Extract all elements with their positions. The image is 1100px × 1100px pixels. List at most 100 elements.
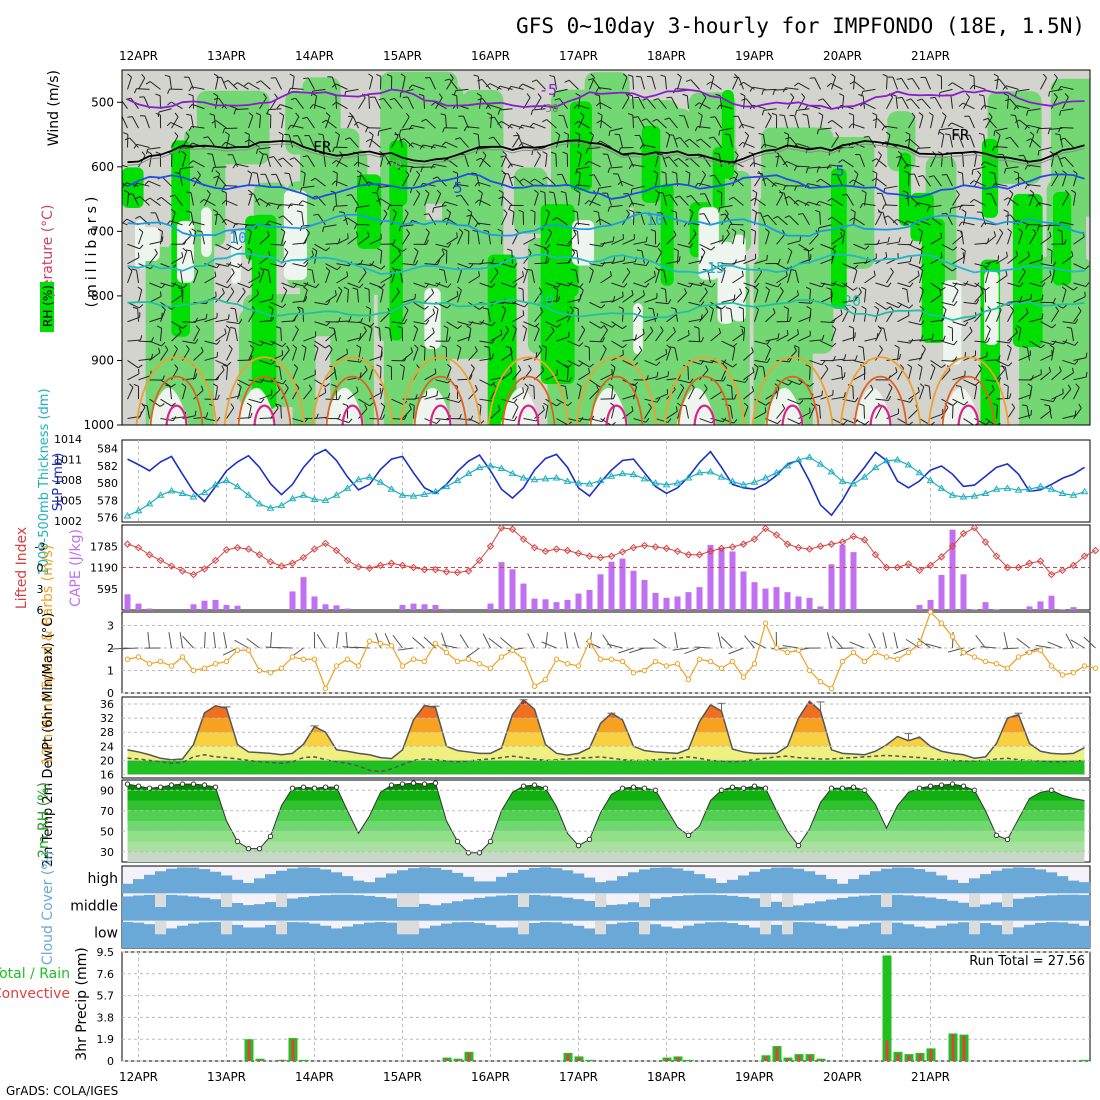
wind10-point <box>828 685 835 692</box>
wind-barb-staff <box>290 203 304 207</box>
lifted-index-point <box>398 561 407 570</box>
wind10-point <box>157 658 164 665</box>
wind-barb-flag <box>1041 313 1044 319</box>
wind-barb-flag <box>326 300 331 305</box>
wind10-barb <box>441 644 458 649</box>
wind-barb-staff <box>301 211 304 225</box>
wind-barb-staff <box>468 212 473 226</box>
lifted-index-point <box>640 541 649 550</box>
wind-barb-flag <box>546 244 551 249</box>
wind-barb-staff <box>622 394 636 400</box>
wind-barb-flag <box>588 367 591 374</box>
wind-barb-staff <box>785 87 799 90</box>
wind-barb-flag <box>188 221 193 227</box>
thickness-point <box>310 495 319 503</box>
wind-barb-flag <box>410 188 413 194</box>
wind10-point <box>256 667 263 674</box>
wind-barb-staff <box>852 123 865 129</box>
wind-barb-flag <box>432 207 435 213</box>
wind-barb-flag <box>265 220 270 226</box>
wind-barb-flag <box>370 322 375 327</box>
wind10-point <box>663 663 670 669</box>
wind-barb-staff <box>122 116 128 129</box>
wind-barb-staff <box>787 398 800 405</box>
wind-barb-staff <box>510 163 524 168</box>
wind-barb-staff <box>466 126 480 129</box>
wind-barb-flag <box>224 131 230 136</box>
rh-band-dry <box>231 229 241 285</box>
wind-barb-flag <box>242 287 246 293</box>
wind-barb-flag <box>1014 119 1020 123</box>
cloud-cell <box>342 926 354 948</box>
wind-barb-flag <box>1005 98 1011 102</box>
wind10-point <box>619 658 626 665</box>
wind-barb-staff <box>402 263 416 266</box>
wind-barb-staff <box>457 336 470 342</box>
wind-barb-flag <box>232 223 237 229</box>
wind-barb-flag <box>214 213 220 216</box>
cloud-cell <box>661 867 673 894</box>
wind-barb-flag <box>426 239 429 245</box>
wind-barb-flag <box>626 267 631 273</box>
wind10-barb <box>750 640 766 649</box>
wind-barb-staff <box>384 155 392 168</box>
wind-barb-staff <box>191 125 205 129</box>
cloud-cell <box>1068 923 1080 948</box>
wind-barb-flag <box>947 122 952 127</box>
wind-barb-staff <box>836 174 843 187</box>
wind-barb-flag <box>332 101 337 106</box>
wind-barb-staff <box>122 182 128 187</box>
wind-barb-flag <box>188 93 194 97</box>
wind-barb-staff <box>358 97 366 109</box>
lifted-index-point <box>739 540 748 548</box>
wind-barb-staff <box>887 215 898 226</box>
cloud-cell <box>859 874 871 894</box>
contour-label: 20 <box>843 292 861 310</box>
wind-barb-flag <box>729 176 735 180</box>
wind-barb-staff <box>754 259 768 265</box>
wind-barb-flag <box>879 345 883 350</box>
wind-barb-staff <box>930 413 943 420</box>
wind-barb-flag <box>788 381 793 386</box>
wind-barb-staff <box>908 367 913 380</box>
wind-barb-staff <box>895 95 898 109</box>
wind-barb-staff <box>724 213 733 226</box>
wind-barb-staff <box>226 366 229 380</box>
wind-barb-staff <box>204 276 216 284</box>
wind-barb-staff <box>908 339 922 342</box>
wind-barb-flag <box>271 360 276 365</box>
cloud-cell <box>749 871 761 894</box>
wind-barb-flag <box>287 203 292 209</box>
wind-barb-staff <box>501 192 504 206</box>
thickness-point <box>607 472 616 479</box>
wind-barb-flag <box>656 397 661 403</box>
wind-barb-flag <box>337 238 341 244</box>
cloud-cell <box>760 899 772 921</box>
wind-barb-staff <box>446 236 458 245</box>
wind-barb-flag <box>749 86 754 92</box>
wind-barb-flag <box>1074 318 1079 324</box>
wind-barb-flag <box>216 352 219 358</box>
wind10-point <box>146 661 153 667</box>
wind-barb-staff <box>609 205 623 208</box>
wind-barb-flag <box>441 201 446 207</box>
wind-barb-flag <box>155 93 161 97</box>
wind-barb-staff <box>928 205 942 208</box>
wind-barb-staff <box>842 231 846 245</box>
wind-barb-flag <box>1029 131 1035 136</box>
wind-barb-staff <box>622 308 624 322</box>
rh2m-point <box>124 781 131 787</box>
wind-barb-flag <box>636 75 642 78</box>
wind-barb-staff <box>688 301 702 306</box>
wind-barb-staff <box>349 137 359 148</box>
wind-barb-flag <box>466 214 472 217</box>
cloud-cell <box>133 879 145 894</box>
wind-barb-staff <box>633 333 645 342</box>
wind-barb-flag <box>265 202 270 208</box>
thickness-point <box>959 492 968 500</box>
rh2m-point <box>850 784 857 790</box>
wind-barb-flag <box>224 328 227 334</box>
wind-barb-staff <box>303 232 310 245</box>
cloud-cell <box>1002 900 1014 921</box>
precip-conv-bar <box>676 1057 680 1061</box>
